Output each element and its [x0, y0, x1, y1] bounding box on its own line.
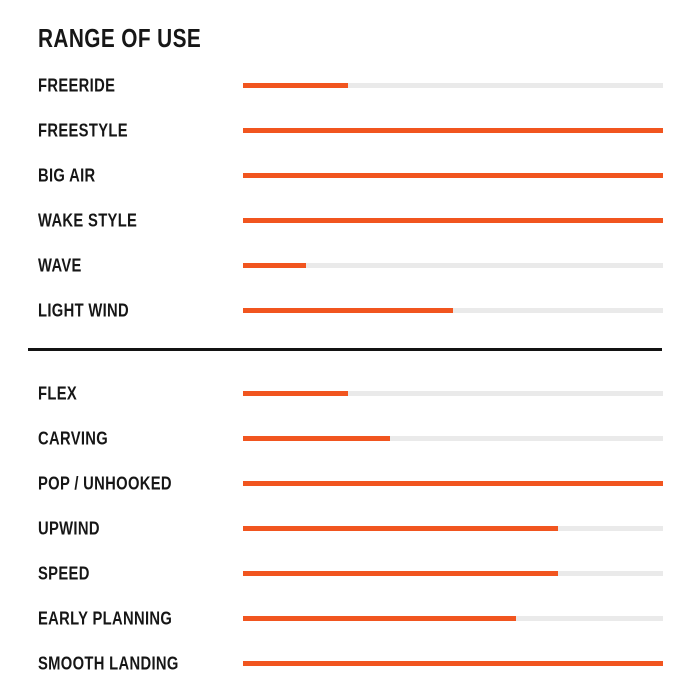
row-label: FLEX	[38, 383, 78, 403]
chart-row: EARLY PLANNING	[0, 596, 700, 641]
row-label: UPWIND	[38, 518, 100, 538]
chart-row: SMOOTH LANDING	[0, 641, 700, 686]
bar-track	[243, 391, 663, 396]
row-label: EARLY PLANNING	[38, 608, 173, 628]
page-title: RANGE OF USE	[38, 23, 202, 53]
bar-fill	[243, 308, 453, 313]
row-label: BIG AIR	[38, 165, 96, 185]
bar-fill	[243, 263, 306, 268]
row-label: FREERIDE	[38, 75, 116, 95]
chart-row: POP / UNHOOKED	[0, 461, 700, 506]
bar-fill	[243, 436, 390, 441]
bar-fill	[243, 616, 516, 621]
row-label: SPEED	[38, 563, 90, 583]
row-label: WAKE STYLE	[38, 210, 138, 230]
bar-fill	[243, 526, 558, 531]
chart-row: LIGHT WIND	[0, 288, 700, 333]
chart-row: FLEX	[0, 371, 700, 416]
bar-track	[243, 661, 663, 666]
chart-row: CARVING	[0, 416, 700, 461]
bar-fill	[243, 571, 558, 576]
bar-track	[243, 263, 663, 268]
row-label: SMOOTH LANDING	[38, 653, 179, 673]
bar-track	[243, 436, 663, 441]
bar-track	[243, 526, 663, 531]
bar-track	[243, 616, 663, 621]
bar-track	[243, 218, 663, 223]
chart-row: WAKE STYLE	[0, 198, 700, 243]
bar-fill	[243, 661, 663, 666]
bar-track	[243, 308, 663, 313]
bar-track	[243, 481, 663, 486]
bar-fill	[243, 218, 663, 223]
chart-row: SPEED	[0, 551, 700, 596]
bar-fill	[243, 83, 348, 88]
row-label: WAVE	[38, 255, 82, 275]
bar-fill	[243, 481, 663, 486]
bar-fill	[243, 391, 348, 396]
bar-fill	[243, 173, 663, 178]
row-label: LIGHT WIND	[38, 300, 130, 320]
bar-track	[243, 571, 663, 576]
bar-fill	[243, 128, 663, 133]
section-divider	[28, 348, 662, 351]
chart-row: FREESTYLE	[0, 108, 700, 153]
row-label: FREESTYLE	[38, 120, 128, 140]
bar-track	[243, 173, 663, 178]
bar-track	[243, 83, 663, 88]
chart-row: UPWIND	[0, 506, 700, 551]
chart-row: WAVE	[0, 243, 700, 288]
chart-row: BIG AIR	[0, 153, 700, 198]
bar-track	[243, 128, 663, 133]
row-label: POP / UNHOOKED	[38, 473, 172, 493]
row-label: CARVING	[38, 428, 109, 448]
chart-row: FREERIDE	[0, 63, 700, 108]
